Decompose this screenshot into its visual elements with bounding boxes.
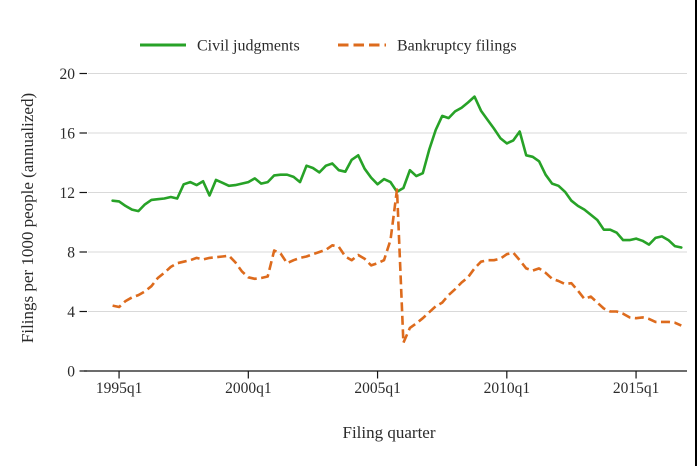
bankruptcy-filings-line xyxy=(112,188,682,345)
y-axis-title: Filings per 1000 people (annualized) xyxy=(18,93,37,343)
y-tick-label: 0 xyxy=(67,364,75,381)
x-tick-label: 2000q1 xyxy=(225,380,272,397)
x-axis-tick-labels: 1995q1 2000q1 2005q1 2010q1 2015q1 xyxy=(96,380,660,397)
legend-label-civil-judgments: Civil judgments xyxy=(197,38,300,55)
x-axis-ticks xyxy=(118,371,637,379)
x-tick-label: 1995q1 xyxy=(96,380,143,397)
x-tick-label: 2010q1 xyxy=(484,380,531,397)
y-axis-tick-labels: 0 4 8 12 16 20 xyxy=(60,66,76,381)
x-tick-label: 2005q1 xyxy=(354,380,401,397)
legend: Civil judgments Bankruptcy filings xyxy=(140,38,517,55)
y-tick-label: 12 xyxy=(60,185,76,202)
y-tick-label: 4 xyxy=(67,304,75,321)
y-tick-label: 8 xyxy=(67,245,75,262)
x-tick-label: 2015q1 xyxy=(613,380,660,397)
legend-label-bankruptcy-filings: Bankruptcy filings xyxy=(397,38,517,55)
y-axis-ticks xyxy=(79,72,87,372)
x-axis-title: Filing quarter xyxy=(342,423,435,442)
window-right-border xyxy=(695,0,697,466)
gridlines xyxy=(88,72,687,313)
civil-judgments-line xyxy=(111,95,683,249)
y-tick-label: 20 xyxy=(60,66,76,83)
y-tick-label: 16 xyxy=(60,126,76,143)
